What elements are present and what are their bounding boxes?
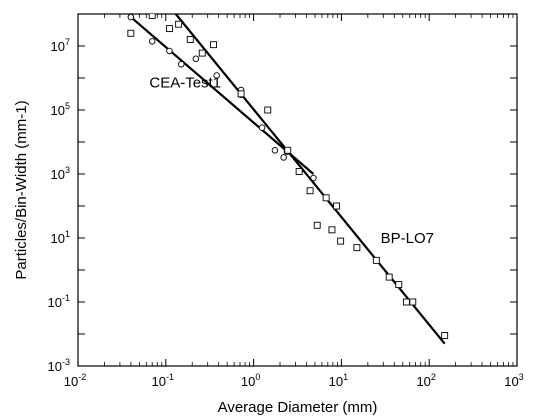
series-label-bp-lo7: BP-LO7 (381, 230, 434, 247)
x-tick-label: 100 (241, 372, 260, 389)
y-tick-label: 107 (51, 37, 70, 54)
data-point-cea-test1 (166, 47, 173, 55)
data-point-bp-lo7 (127, 29, 135, 37)
data-point-bp-lo7 (295, 168, 303, 175)
data-point-bp-lo7 (409, 298, 417, 306)
x-tick-label: 101 (329, 372, 348, 389)
data-point-bp-lo7 (148, 14, 156, 19)
data-point-cea-test1 (148, 38, 156, 45)
data-layer (127, 14, 449, 345)
data-point-cea-test1 (258, 124, 266, 131)
data-point-bp-lo7 (264, 106, 272, 114)
x-tick-label: 10-1 (152, 372, 174, 389)
y-tick-label: 10-3 (48, 357, 70, 374)
data-point-bp-lo7 (395, 281, 403, 289)
data-point-bp-lo7 (337, 237, 345, 245)
series-label-cea-test1: CEA-Test1 (149, 75, 221, 92)
data-point-cea-test1 (192, 55, 200, 62)
x-axis-title: Average Diameter (mm) (218, 399, 378, 416)
y-tick-label: 103 (51, 165, 70, 182)
data-point-cea-test1 (213, 72, 220, 79)
plot-root: 10-2 10-1 100 101 102 103 10-3 10-1 101 103 105 107… (13, 13, 524, 416)
y-tick-label: 105 (51, 101, 70, 118)
data-point-bp-lo7 (333, 202, 340, 210)
data-point-bp-lo7 (306, 187, 314, 195)
data-point-cea-test1 (127, 14, 135, 21)
fit-line-cea-test1 (130, 16, 315, 175)
plot-frame (77, 13, 518, 367)
data-point-bp-lo7 (284, 146, 292, 154)
data-point-bp-lo7 (198, 49, 206, 57)
data-point-bp-lo7 (165, 25, 173, 33)
data-point-bp-lo7 (237, 90, 245, 98)
data-point-cea-test1 (280, 154, 287, 161)
y-axis-title: Particles/Bin-Width (mm-1) (13, 100, 30, 279)
y-tick-label: 101 (51, 229, 70, 246)
data-point-bp-lo7 (322, 194, 330, 202)
y-tick-label: 10-1 (48, 293, 70, 310)
data-point-bp-lo7 (175, 20, 183, 28)
data-point-bp-lo7 (372, 256, 380, 264)
data-point-bp-lo7 (313, 221, 321, 229)
x-tick-label: 102 (416, 372, 435, 389)
data-point-bp-lo7 (385, 273, 393, 281)
x-tick-label: 10-2 (64, 372, 86, 389)
data-point-bp-lo7 (402, 298, 410, 306)
x-tick-label: 103 (504, 372, 523, 389)
fit-line-bp-lo7 (174, 14, 446, 345)
data-point-bp-lo7 (328, 226, 336, 234)
data-point-bp-lo7 (186, 36, 194, 43)
data-point-cea-test1 (178, 60, 185, 68)
data-point-cea-test1 (271, 147, 279, 154)
data-point-bp-lo7 (353, 244, 361, 252)
data-point-bp-lo7 (210, 41, 218, 49)
data-point-bp-lo7 (441, 332, 449, 339)
